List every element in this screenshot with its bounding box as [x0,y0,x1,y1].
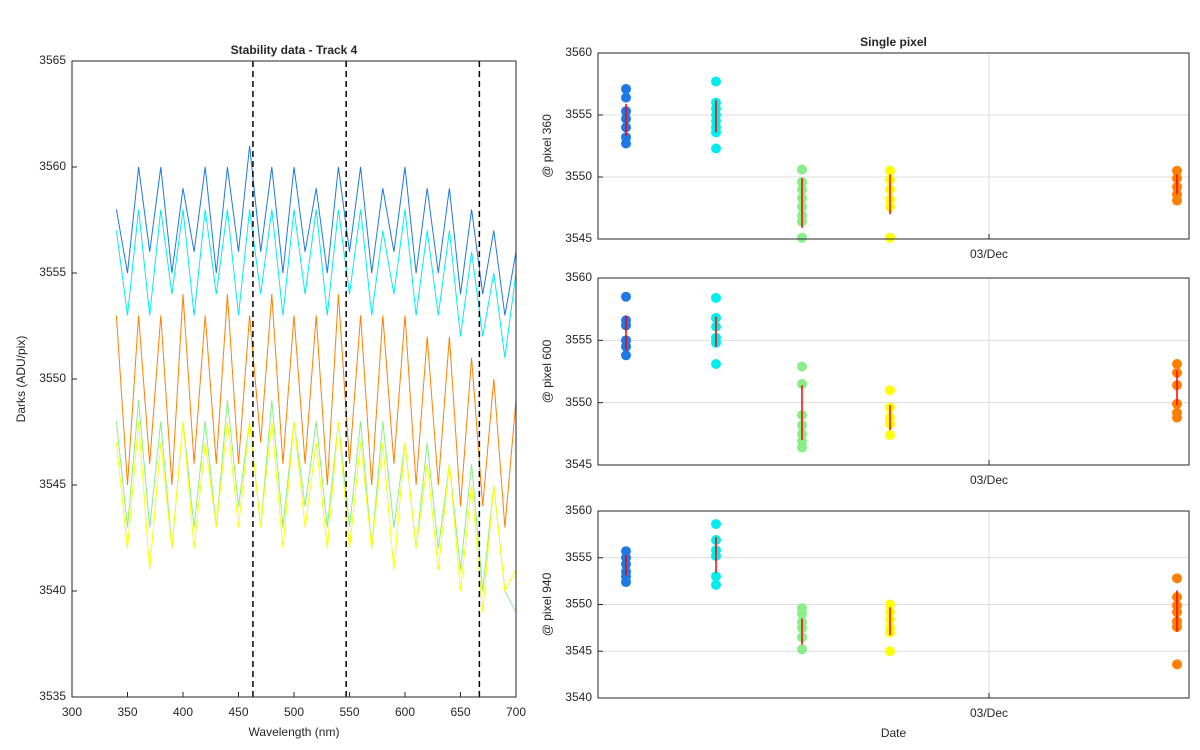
axes: 3540 3545 3550 3555 3560 03/Dec Date @ pixel 94… [540,503,1190,740]
x-tick-label: 350 [117,705,137,719]
y-tick-label: 3540 [39,583,66,597]
y-tick-label: 3555 [565,550,592,564]
x-tick-label: 500 [284,705,304,719]
data-point [885,430,895,441]
data-point [621,350,631,361]
series-line [115,209,517,358]
y-tick-label: 3545 [39,477,66,491]
y-tick-label: 3550 [565,395,592,409]
data-point [711,571,721,582]
data-point [711,579,721,590]
data-point [711,76,721,87]
series-line [115,294,517,528]
data-point [885,385,895,396]
axes-frame [71,60,517,698]
y-tick-label: 3565 [39,53,66,67]
y-tick-label: 3555 [565,333,592,347]
x-axis-label: Date [881,726,907,740]
y-tick-label: 3550 [565,597,592,611]
x-tick-label: 300 [62,705,82,719]
chart-title: Stability data - Track 4 [231,43,358,57]
y-tick-label: 3560 [565,270,592,284]
data-point [797,644,807,655]
y-tick-label: 3545 [565,457,592,471]
data-point [797,232,807,243]
data-point [711,519,721,530]
data-point [885,165,895,176]
chart-title: Single pixel [860,35,927,49]
data-point [1172,412,1182,423]
x-tick-label: 03/Dec [970,706,1008,720]
x-tick-label: 400 [173,705,193,719]
axes: 3545 3550 3555 3560 03/Dec Single pixel @ pixe… [540,35,1190,261]
y-tick-label: 3535 [39,689,66,703]
x-tick-label: 700 [506,705,526,719]
y-axis-label: @ pixel 600 [540,339,554,403]
data-point [711,359,721,370]
y-axis-label: Darks (ADU/pix) [14,336,28,423]
data-point [711,143,721,154]
axes-frame [597,277,1190,466]
data-point [621,92,631,103]
y-tick-label: 3555 [39,265,66,279]
data-point [797,378,807,389]
y-axis-label: @ pixel 940 [540,572,554,636]
axes: 3545 3550 3555 3560 03/Dec @ pixel 600 [540,270,1190,487]
data-point [621,577,631,588]
axes-frame [597,52,1190,240]
axes-frame [597,510,1190,699]
data-point [711,292,721,303]
y-axis-label: @ pixel 360 [540,114,554,178]
y-tick-label: 3555 [565,107,592,121]
y-tick-label: 3540 [565,690,592,704]
plot-area [72,61,516,697]
x-tick-label: 600 [395,705,415,719]
y-tick-label: 3550 [565,169,592,183]
data-point [797,164,807,175]
data-point [885,232,895,243]
data-point [797,361,807,372]
x-tick-label: 03/Dec [970,247,1008,261]
data-point [797,442,807,453]
data-point [621,291,631,302]
series-line [115,421,517,613]
x-tick-label: 550 [339,705,359,719]
data-point [1172,359,1182,370]
y-tick-label: 3550 [39,371,66,385]
plot-area [598,53,1189,239]
data-point [621,138,631,149]
x-tick-label: 03/Dec [970,473,1008,487]
y-tick-label: 3545 [565,231,592,245]
y-tick-label: 3560 [565,45,592,59]
axes: 3535 3540 3545 3550 3555 3560 3565 300 350 400 450… [14,43,526,739]
y-tick-label: 3545 [565,643,592,657]
data-point [1172,165,1182,176]
data-point [621,83,631,94]
x-tick-label: 450 [228,705,248,719]
data-point [1172,659,1182,670]
y-tick-label: 3560 [565,503,592,517]
series-line [115,145,517,316]
data-point [1172,573,1182,584]
data-point [1172,195,1182,206]
y-tick-label: 3560 [39,159,66,173]
data-point [797,608,807,619]
data-point [885,599,895,610]
x-axis-label: Wavelength (nm) [249,725,340,739]
data-point [885,646,895,657]
x-tick-label: 650 [450,705,470,719]
